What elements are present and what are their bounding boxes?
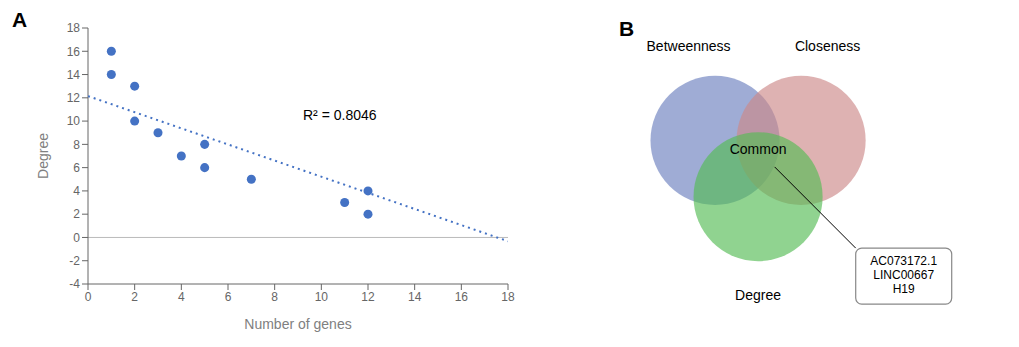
- svg-text:Number of genes: Number of genes: [244, 316, 351, 332]
- html-text:A: A: [12, 8, 28, 31]
- svg-text:12: 12: [67, 91, 81, 105]
- svg-text:18: 18: [501, 290, 515, 304]
- svg-text:8: 8: [73, 138, 80, 152]
- svg-text:8: 8: [271, 290, 278, 304]
- svg-text:2: 2: [73, 207, 80, 221]
- svg-text:R² = 0.8046: R² = 0.8046: [303, 107, 377, 123]
- svg-text:16: 16: [455, 290, 469, 304]
- svg-text:AC073172.1: AC073172.1: [870, 254, 937, 268]
- svg-text:6: 6: [225, 290, 232, 304]
- svg-text:2: 2: [131, 290, 138, 304]
- svg-text:Betweenness: Betweenness: [647, 38, 731, 54]
- svg-text:14: 14: [67, 68, 81, 82]
- svg-text:10: 10: [315, 290, 329, 304]
- svg-text:12: 12: [361, 290, 375, 304]
- svg-text:-4: -4: [69, 277, 80, 291]
- svg-text:0: 0: [85, 290, 92, 304]
- svg-text:4: 4: [178, 290, 185, 304]
- svg-text:14: 14: [408, 290, 422, 304]
- svg-text:10: 10: [67, 114, 81, 128]
- svg-text:6: 6: [73, 161, 80, 175]
- svg-text:B: B: [619, 17, 634, 40]
- svg-text:H19: H19: [893, 282, 915, 296]
- svg-text:Degree: Degree: [735, 287, 781, 303]
- svg-text:Common: Common: [730, 141, 787, 157]
- svg-text:16: 16: [67, 45, 81, 59]
- svg-text:18: 18: [67, 21, 81, 35]
- svg-text:Degree: Degree: [35, 133, 51, 179]
- svg-text:Closeness: Closeness: [795, 38, 860, 54]
- svg-text:-2: -2: [69, 254, 80, 268]
- svg-text:LINC00667: LINC00667: [873, 268, 934, 282]
- svg-text:0: 0: [73, 231, 80, 245]
- svg-text:4: 4: [73, 184, 80, 198]
